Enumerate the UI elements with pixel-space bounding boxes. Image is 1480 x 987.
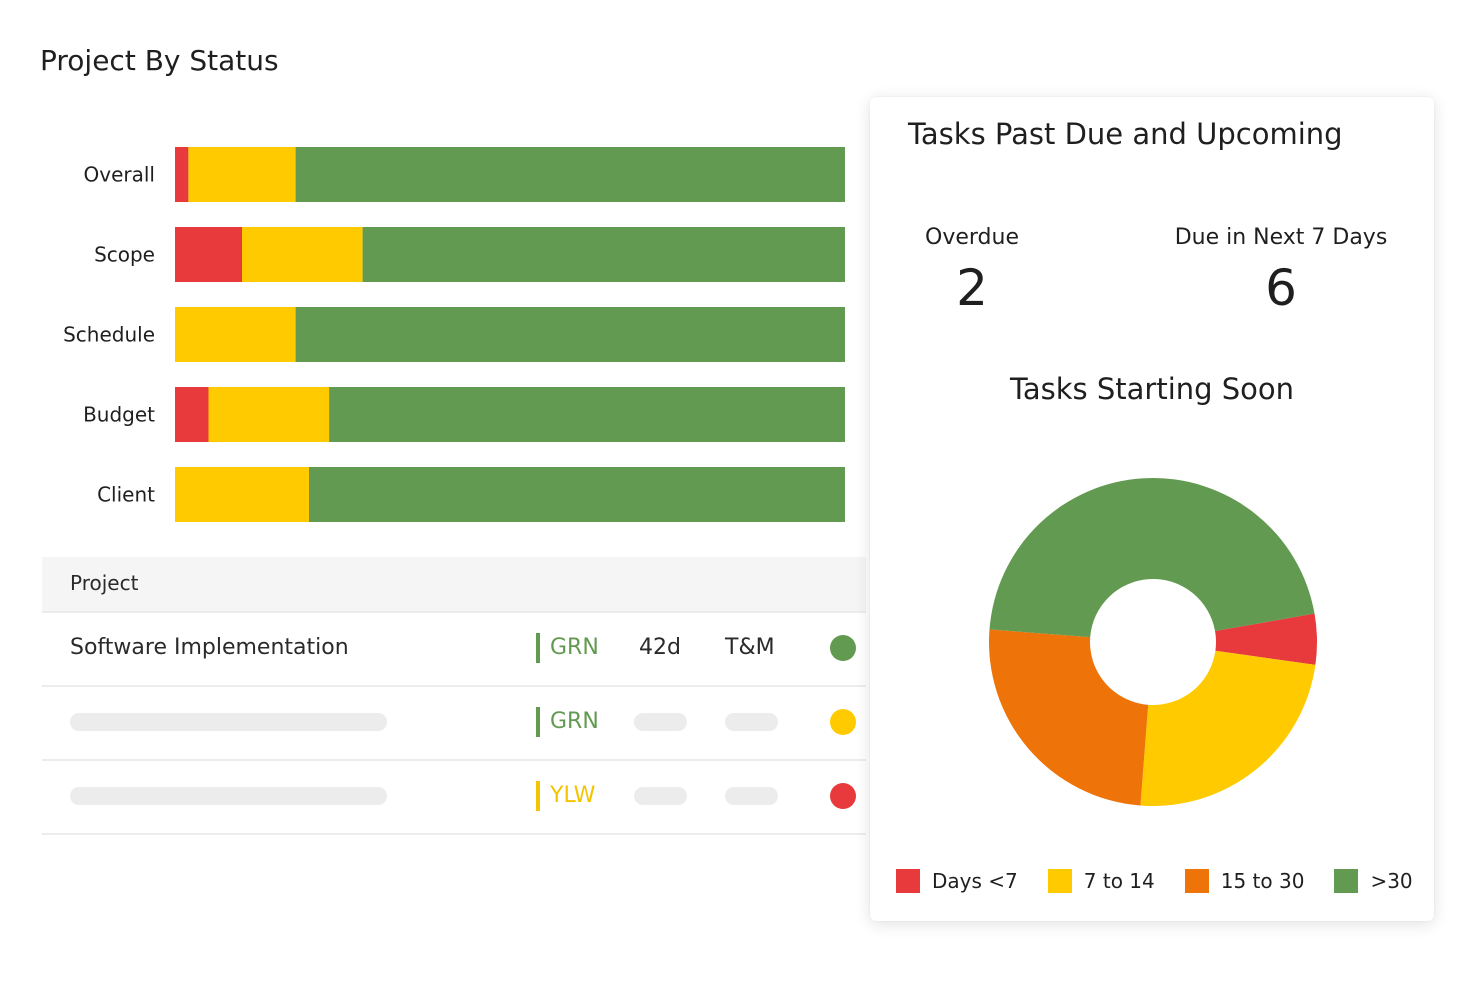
- bar-segment: [329, 387, 846, 442]
- donut-slice: [1215, 613, 1317, 665]
- overdue-label: Overdue: [925, 225, 1019, 250]
- bar-segment: [208, 387, 330, 442]
- bar-segment: [242, 227, 363, 282]
- status-code: GRN: [536, 707, 599, 737]
- duration-placeholder: [634, 787, 687, 805]
- bar-segment: [362, 227, 845, 282]
- due-next-label: Due in Next 7 Days: [1174, 225, 1388, 250]
- tasks-starting-soon-donut: [989, 478, 1317, 806]
- table-header: Project: [42, 557, 866, 613]
- tasks-card: Tasks Past Due and Upcoming Overdue 2 Du…: [870, 97, 1434, 921]
- bar-category-label: Schedule: [63, 323, 155, 347]
- legend-item: 7 to 14: [1047, 869, 1155, 893]
- health-indicator-yellow: [830, 709, 856, 735]
- due-next-value: 6: [1265, 259, 1297, 317]
- donut-slice: [989, 478, 1315, 638]
- project-name[interactable]: Software Implementation: [70, 635, 349, 660]
- status-code: YLW: [536, 781, 595, 811]
- duration-placeholder: [634, 713, 687, 731]
- health-indicator-green: [830, 635, 856, 661]
- bar-category-label: Scope: [94, 243, 155, 267]
- bar-segment: [295, 147, 846, 202]
- bar-segment: [309, 467, 845, 522]
- bar-segment: [175, 387, 209, 442]
- legend-swatch: [1047, 869, 1072, 893]
- legend-label: 15 to 30: [1220, 869, 1305, 893]
- bar-segment: [295, 307, 846, 362]
- health-indicator-red: [830, 783, 856, 809]
- table-row[interactable]: Software Implementation GRN 42d T&M: [42, 613, 866, 687]
- project-table: Project Software Implementation GRN 42d …: [42, 557, 866, 835]
- table-row[interactable]: GRN: [42, 687, 866, 761]
- billing-type-placeholder: [725, 713, 778, 731]
- project-name-placeholder: [70, 787, 387, 805]
- bar-segment: [175, 147, 189, 202]
- overdue-metric: Overdue 2: [910, 225, 1034, 318]
- bar-segment: [175, 227, 242, 282]
- legend-label: 7 to 14: [1083, 869, 1155, 893]
- due-next-metric: Due in Next 7 Days 6: [1168, 225, 1394, 318]
- legend-swatch: [1334, 869, 1359, 893]
- legend-swatch: [1184, 869, 1209, 893]
- donut-slice: [989, 629, 1149, 806]
- bar-category-label: Client: [97, 483, 155, 507]
- overdue-value: 2: [956, 259, 988, 317]
- legend-label: Days <7: [932, 869, 1018, 893]
- donut-legend: Days <7 7 to 14 15 to 30 >30: [896, 867, 1413, 895]
- bar-category-label: Budget: [83, 403, 155, 427]
- page-title: Project By Status: [40, 44, 279, 77]
- card-title: Tasks Past Due and Upcoming: [908, 117, 1343, 151]
- table-row[interactable]: YLW: [42, 761, 866, 835]
- column-header-project: Project: [70, 571, 139, 595]
- project-duration: 42d: [639, 635, 681, 660]
- project-name-placeholder: [70, 713, 387, 731]
- donut-slice: [1140, 650, 1316, 806]
- legend-label: >30: [1370, 869, 1413, 893]
- legend-item: Days <7: [896, 869, 1018, 893]
- status-code: GRN: [536, 633, 599, 663]
- bar-segment: [188, 147, 296, 202]
- billing-type-placeholder: [725, 787, 778, 805]
- bar-category-label: Overall: [84, 163, 155, 187]
- billing-type: T&M: [725, 635, 775, 660]
- donut-title: Tasks Starting Soon: [1009, 372, 1295, 406]
- project-status-bar-chart: Overall Scope Schedule Budget Client: [63, 147, 846, 522]
- legend-swatch: [896, 869, 920, 893]
- bar-segment: [175, 467, 309, 522]
- legend-item: 15 to 30: [1184, 869, 1305, 893]
- legend-item: >30: [1334, 869, 1413, 893]
- bar-segment: [175, 307, 296, 362]
